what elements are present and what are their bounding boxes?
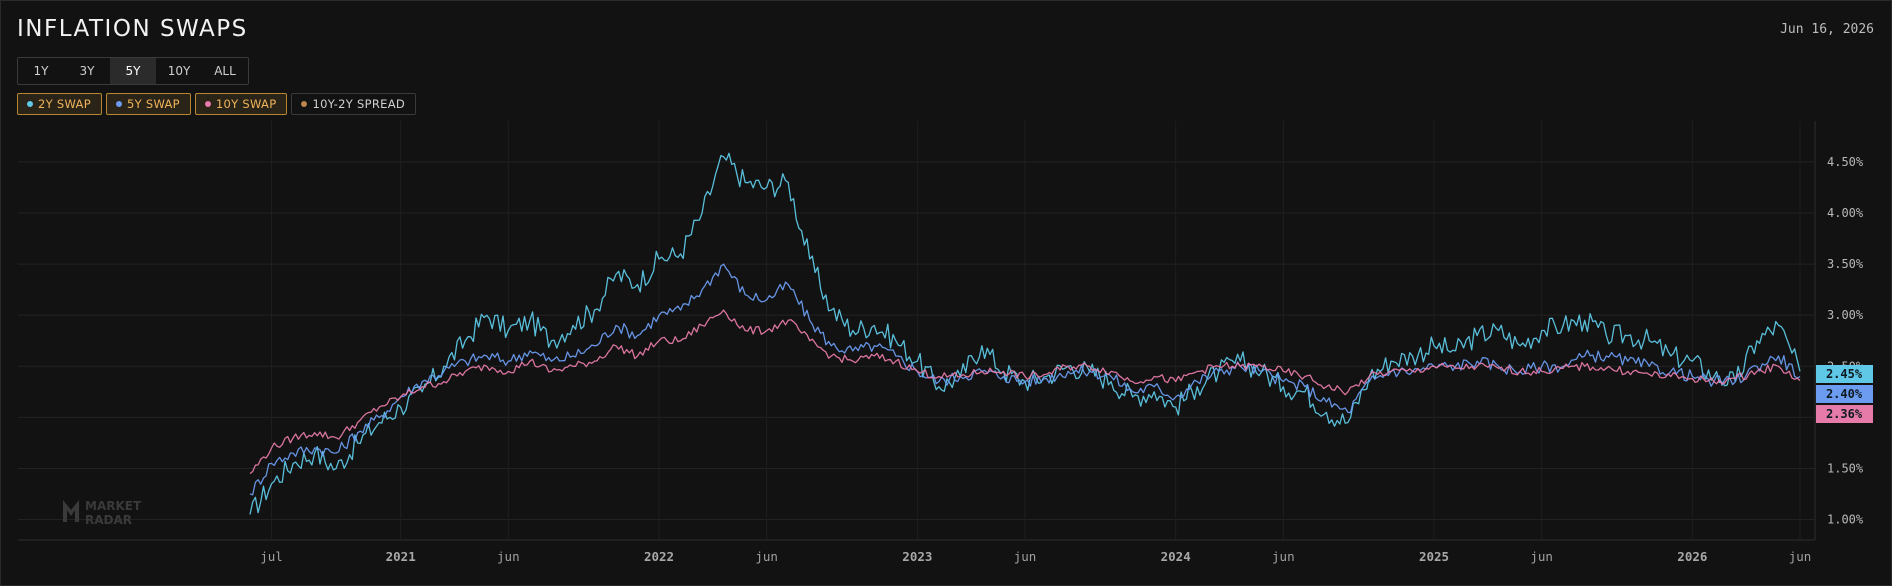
logo-text: MARKET RADAR xyxy=(85,499,142,527)
last-value-label: 2.36% xyxy=(1826,407,1863,421)
chart-grid xyxy=(18,121,1816,541)
x-tick-label: jun xyxy=(1789,549,1812,564)
last-value-badge xyxy=(1816,405,1873,423)
legend-dot-icon xyxy=(115,101,122,107)
legend-dot-icon xyxy=(27,101,33,107)
last-value-label: 2.40% xyxy=(1826,387,1863,401)
legend-toggle-5y-swap[interactable]: 5Y SWAP xyxy=(105,93,191,115)
x-tick-label: 2024 xyxy=(1161,549,1191,564)
legend-label: 10Y-2Y SPREAD xyxy=(312,97,406,111)
last-value-label: 2.45% xyxy=(1826,367,1863,381)
range-button-5y[interactable]: 5Y xyxy=(110,58,156,84)
x-tick-label: jun xyxy=(1272,549,1295,564)
chart-series xyxy=(249,152,1801,515)
y-tick-label: 3.50% xyxy=(1827,257,1864,271)
series-legend: 2Y SWAP 5Y SWAP 10Y SWAP 10Y-2Y SPREAD xyxy=(17,93,417,115)
legend-dot-icon xyxy=(301,101,308,107)
y-tick-label: 4.50% xyxy=(1827,155,1864,169)
x-tick-label: 2025 xyxy=(1419,549,1449,564)
x-tick-label: jul xyxy=(260,549,283,564)
y-tick-label: 1.00% xyxy=(1827,513,1864,527)
legend-toggle-10y-swap[interactable]: 10Y SWAP xyxy=(194,93,288,115)
range-selector: 1Y 3Y 5Y 10Y ALL xyxy=(17,57,249,85)
y-tick-label: 4.00% xyxy=(1827,206,1864,220)
x-tick-label: 2022 xyxy=(644,549,674,564)
x-tick-label: 2023 xyxy=(902,549,932,564)
last-value-badges: 2.45% 2.40% 2.36% xyxy=(1816,365,1873,423)
range-button-3y[interactable]: 3Y xyxy=(79,64,95,78)
x-tick-label: jun xyxy=(1530,549,1553,564)
x-tick-label: 2026 xyxy=(1677,549,1707,564)
legend-toggle-2y-swap[interactable]: 2Y SWAP xyxy=(17,93,102,115)
legend-label: 10Y SWAP xyxy=(215,97,277,111)
y-tick-label: 1.50% xyxy=(1827,461,1864,475)
page-title: INFLATION SWAPS xyxy=(17,16,248,42)
range-button-10y[interactable]: 10Y xyxy=(167,64,191,78)
legend-dot-icon xyxy=(204,101,211,107)
x-tick-label: jun xyxy=(755,549,778,564)
x-tick-label: 2021 xyxy=(386,549,416,564)
legend-toggle-spread[interactable]: 10Y-2Y SPREAD xyxy=(291,93,417,115)
y-tick-label: 3.00% xyxy=(1827,308,1864,322)
as-of-date: Jun 16, 2026 xyxy=(1780,22,1874,37)
range-button-all[interactable]: ALL xyxy=(214,64,236,78)
series-line-5y-swap xyxy=(249,263,1801,496)
legend-label: 2Y SWAP xyxy=(38,97,91,111)
market-radar-logo: MARKET RADAR xyxy=(63,499,142,527)
series-line-10y-swap xyxy=(249,309,1801,475)
logo-m-icon xyxy=(63,500,79,522)
legend-label: 5Y SWAP xyxy=(126,97,180,111)
last-value-badge xyxy=(1816,365,1873,383)
x-tick-label: jun xyxy=(497,549,520,564)
chart-axes: 4.50%4.00%3.50%3.00%2.50%2.00%1.50%1.00%… xyxy=(260,155,1864,564)
x-tick-label: jun xyxy=(1014,549,1037,564)
last-value-badge xyxy=(1816,385,1873,403)
range-button-1y[interactable]: 1Y xyxy=(33,64,49,78)
